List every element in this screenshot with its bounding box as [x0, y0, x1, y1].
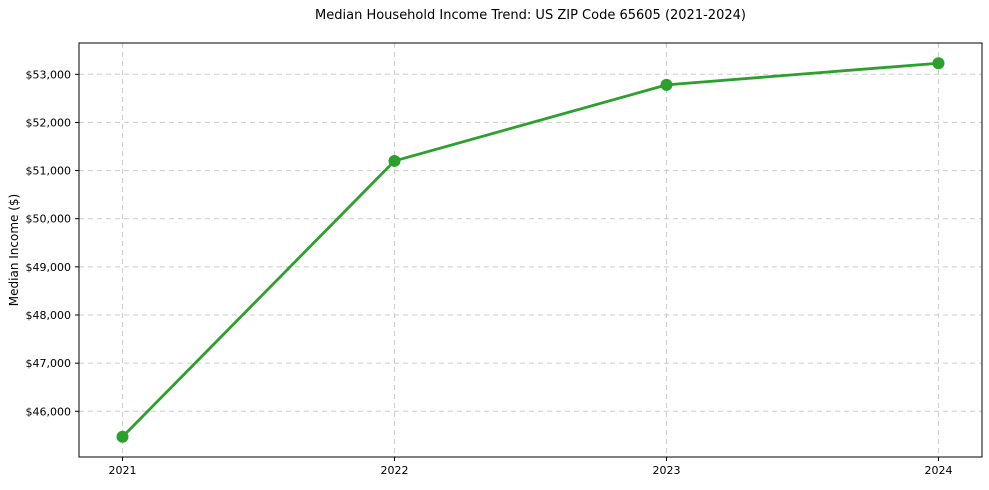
y-tick-label: $46,000	[26, 405, 72, 418]
x-tick-label: 2024	[924, 464, 952, 477]
y-tick-label: $48,000	[26, 309, 72, 322]
y-tick-label: $53,000	[26, 68, 72, 81]
x-tick-label: 2023	[652, 464, 680, 477]
x-tick-label: 2021	[109, 464, 137, 477]
data-point	[116, 430, 129, 443]
data-point	[932, 57, 945, 70]
data-point	[660, 78, 673, 91]
x-tick-label: 2022	[381, 464, 409, 477]
y-tick-label: $51,000	[26, 165, 72, 178]
y-tick-label: $50,000	[26, 213, 72, 226]
y-tick-label: $47,000	[26, 357, 72, 370]
data-line	[121, 61, 940, 439]
y-tick-label: $52,000	[26, 116, 72, 129]
y-tick-label: $49,000	[26, 261, 72, 274]
data-point	[388, 154, 401, 167]
plot-border	[78, 42, 983, 458]
chart-title: Median Household Income Trend: US ZIP Co…	[315, 8, 746, 23]
